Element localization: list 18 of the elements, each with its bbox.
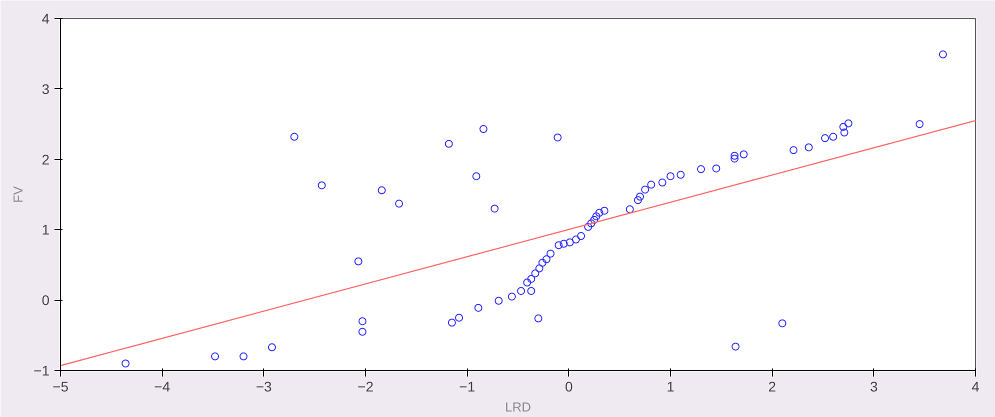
x-tick-label: −3 [256, 378, 272, 394]
y-axis-title: FV [10, 186, 26, 203]
x-axis-title: LRD [504, 400, 532, 414]
y-tick-label: 2 [42, 151, 50, 168]
y-tick-label: 1 [42, 222, 50, 238]
y-tick-label: −1 [34, 362, 50, 378]
x-tick-label: 0 [564, 378, 573, 394]
x-tick-label: 1 [666, 378, 675, 394]
x-tick-label: 4 [972, 378, 980, 394]
y-tick-label: 4 [42, 10, 50, 26]
x-tick-label: 2 [768, 378, 776, 394]
x-tick-label: −4 [154, 378, 170, 394]
x-tick-label: 3 [870, 378, 878, 394]
x-tick-label: −5 [52, 378, 69, 394]
y-tick-label: 0 [42, 292, 50, 308]
x-tick-label: −1 [459, 378, 476, 394]
y-tick-label: 3 [42, 80, 50, 97]
x-tick-label: −2 [358, 378, 374, 394]
